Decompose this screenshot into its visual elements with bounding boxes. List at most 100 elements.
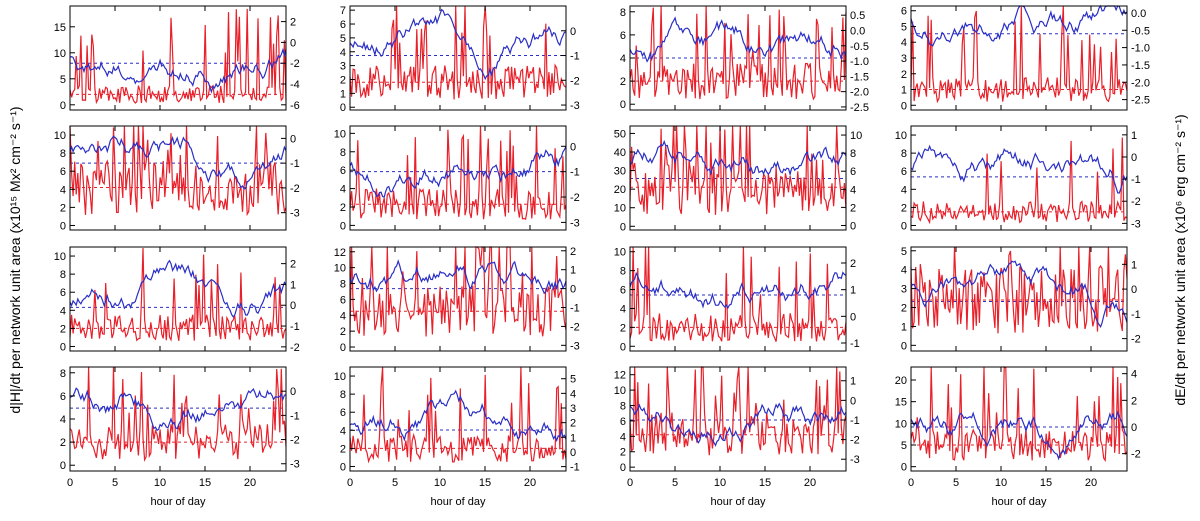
right-y-axis-label: dE/dt per network unit area (x10⁶ erg cm… — [1172, 114, 1188, 405]
left-tick-label: 12 — [334, 247, 346, 259]
left-tick-label: 2 — [340, 202, 346, 214]
left-tick-label: 8 — [901, 148, 907, 160]
panel-frame — [910, 366, 1128, 472]
left-tick-label: 6 — [620, 285, 626, 297]
left-tick-label: 20 — [895, 375, 907, 387]
right-tick-label: -1 — [570, 51, 580, 63]
right-tick-label: 0.0 — [1131, 8, 1146, 20]
panel-frame — [69, 246, 287, 352]
x-axis-label: hour of day — [430, 496, 486, 508]
right-tick-label: 4 — [570, 388, 576, 400]
left-tick-label: 50 — [614, 128, 626, 140]
left-tick-label: 0 — [901, 100, 907, 112]
left-tick-label: 1 — [340, 88, 346, 100]
right-tick-label: 3 — [570, 403, 576, 415]
left-tick-label: 6 — [340, 294, 346, 306]
left-tick-label: 10 — [334, 263, 346, 275]
left-tick-label: 0 — [620, 99, 626, 111]
left-tick-label: 3 — [901, 53, 907, 65]
panel-r3-c0: 0 5 10 15 20 0 2 4 6 8 -3 -2 -1 0 hour of day — [60, 366, 300, 508]
red-series-line — [629, 5, 847, 101]
left-tick-label: 8 — [340, 279, 346, 291]
right-tick-label: 1 — [850, 285, 856, 297]
left-tick-label: 4 — [901, 184, 907, 196]
panel-r2-c3: 0 1 2 3 4 5 -2 -1 0 1 — [901, 246, 1141, 353]
x-axis-label: hour of day — [991, 496, 1047, 508]
blue-series-line — [629, 139, 847, 177]
left-tick-label: 8 — [340, 147, 346, 159]
panel-frame — [69, 5, 287, 111]
red-series-line — [349, 5, 567, 100]
blue-series-line — [349, 389, 567, 443]
right-tick-label: 0 — [290, 37, 296, 49]
right-tick-label: -3 — [570, 100, 580, 112]
right-tick-label: 2 — [570, 418, 576, 430]
left-tick-label: 0 — [60, 100, 66, 112]
right-tick-label: -1 — [570, 167, 580, 179]
left-tick-label: 15 — [895, 397, 907, 409]
right-tick-label: 1 — [1131, 130, 1137, 142]
left-tick-label: 0 — [901, 340, 907, 352]
right-tick-label: 2 — [1131, 395, 1137, 407]
panel-r2-c2: 0 2 4 6 8 10 -1 0 1 2 — [614, 246, 860, 353]
red-series-line — [910, 365, 1128, 463]
right-tick-label: -2 — [570, 75, 580, 87]
left-tick-label: 0 — [60, 341, 66, 353]
right-tick-label: -0.5 — [850, 41, 869, 53]
left-tick-label: 10 — [614, 247, 626, 259]
x-tick-label: 5 — [953, 477, 959, 489]
blue-series-line — [69, 47, 287, 94]
right-tick-label: -2 — [1131, 449, 1141, 461]
x-tick-label: 0 — [627, 477, 633, 489]
left-tick-label: 8 — [620, 266, 626, 278]
right-tick-label: -1.0 — [1131, 43, 1150, 55]
left-tick-label: 1 — [901, 321, 907, 333]
x-tick-label: 15 — [1040, 477, 1052, 489]
left-tick-label: 10 — [334, 371, 346, 383]
x-tick-label: 15 — [479, 477, 491, 489]
right-tick-label: -2 — [1131, 196, 1141, 208]
panel-r0-c3: 0 1 2 3 4 5 6 -2.5 -2.0 -1.5 -1.0 -0.5 0.0 — [901, 4, 1150, 112]
left-tick-label: 2 — [901, 202, 907, 214]
left-tick-label: 1 — [901, 85, 907, 97]
blue-series-line — [629, 271, 847, 310]
right-tick-label: 2 — [850, 202, 856, 214]
right-tick-label: -3 — [570, 340, 580, 352]
x-tick-label: 20 — [804, 477, 816, 489]
left-tick-label: 2 — [901, 303, 907, 315]
red-series-line — [69, 125, 287, 217]
left-tick-label: 5 — [901, 440, 907, 452]
x-tick-label: 20 — [1085, 477, 1097, 489]
right-tick-label: -4 — [290, 79, 300, 91]
x-tick-label: 15 — [199, 477, 211, 489]
x-tick-label: 0 — [67, 477, 73, 489]
left-tick-label: 6 — [901, 6, 907, 18]
left-tick-label: 6 — [60, 166, 66, 178]
right-tick-label: -2 — [290, 342, 300, 354]
x-axis-label: hour of day — [150, 496, 206, 508]
red-series-line — [349, 125, 567, 221]
left-tick-label: 7 — [340, 5, 346, 17]
left-tick-label: 10 — [895, 418, 907, 430]
right-tick-label: -2 — [570, 321, 580, 333]
left-tick-label: 15 — [54, 22, 66, 34]
panel-r3-c1: 0 5 10 15 20 0 2 4 6 8 10 -1 0 1 2 3 4 5 hour of day — [334, 366, 580, 508]
blue-series-line — [629, 402, 847, 447]
left-tick-label: 20 — [614, 184, 626, 196]
left-tick-label: 2 — [60, 437, 66, 449]
left-y-axis-label: d|H|/dt per network unit area (x10¹⁵ Mx²… — [7, 106, 23, 413]
blue-series-line — [69, 387, 287, 432]
left-tick-label: 6 — [620, 416, 626, 428]
left-tick-label: 0 — [340, 102, 346, 114]
left-tick-label: 4 — [620, 431, 626, 443]
right-tick-label: 1 — [290, 279, 296, 291]
right-tick-label: 1 — [850, 376, 856, 388]
red-series-line — [910, 137, 1128, 225]
panel-r3-c2: 0 5 10 15 20 0 2 4 6 8 10 12 -3 -2 -1 0 1 hour of day — [614, 366, 860, 508]
right-tick-label: -1 — [850, 338, 860, 350]
right-tick-label: 2 — [290, 259, 296, 271]
x-tick-label: 20 — [244, 477, 256, 489]
panel-r3-c3: 0 5 10 15 20 0 5 10 15 20 -2 0 2 4 hour of day — [895, 365, 1141, 508]
